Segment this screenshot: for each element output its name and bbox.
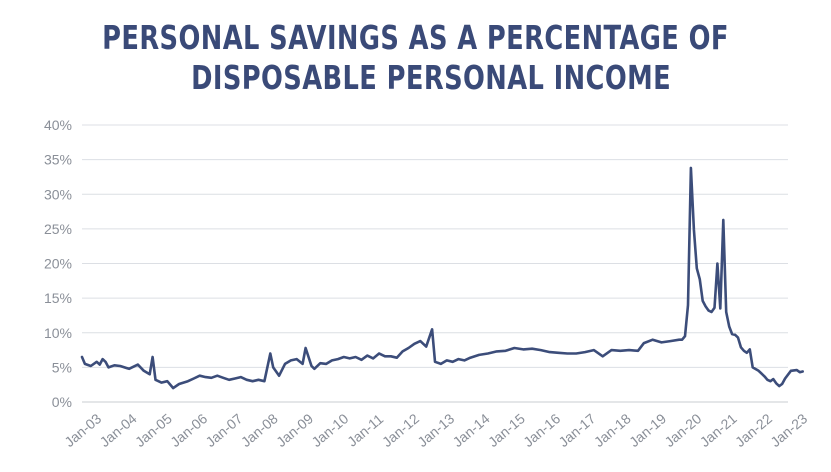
x-tick-label: Jan-06 [167, 410, 210, 450]
x-tick-label: Jan-19 [626, 410, 669, 450]
x-tick-label: Jan-08 [238, 410, 281, 450]
x-tick-label: Jan-10 [308, 410, 351, 450]
chart-title-line-2: DISPOSABLE PERSONAL INCOME [191, 58, 672, 97]
y-tick-label: 15% [44, 290, 72, 306]
x-tick-label: Jan-11 [344, 410, 386, 449]
y-tick-label: 40% [44, 117, 72, 133]
x-tick-label: Jan-09 [273, 410, 316, 450]
x-tick-label: Jan-03 [61, 410, 104, 450]
y-tick-label: 20% [44, 256, 72, 272]
savings-rate-series-line [80, 166, 804, 390]
x-axis-tick-labels: Jan-03Jan-04Jan-05Jan-06Jan-07Jan-08Jan-… [61, 410, 810, 450]
x-tick-label: Jan-15 [485, 410, 528, 450]
y-tick-label: 25% [44, 221, 72, 237]
y-tick-label: 0% [52, 394, 72, 410]
y-axis-tick-labels: 0% 5% 10% 15% 20% 25% 30% 35% 40% [44, 117, 72, 410]
x-tick-label: Jan-17 [555, 410, 598, 450]
chart-title: PERSONAL SAVINGS AS A PERCENTAGE OF DISP… [91, 18, 739, 98]
x-tick-label: Jan-14 [450, 410, 493, 450]
series-lines [80, 166, 804, 390]
x-tick-label: Jan-21 [697, 410, 740, 450]
x-tick-label: Jan-23 [767, 410, 810, 450]
gridlines [82, 124, 788, 403]
x-tick-label: Jan-18 [591, 410, 634, 450]
x-tick-label: Jan-04 [97, 410, 140, 450]
x-tick-label: Jan-20 [661, 410, 704, 450]
x-tick-label: Jan-16 [520, 410, 563, 450]
x-tick-label: Jan-22 [732, 410, 775, 450]
x-tick-label: Jan-05 [132, 410, 175, 450]
x-tick-label: Jan-13 [414, 410, 457, 450]
y-tick-label: 35% [44, 152, 72, 168]
y-tick-label: 10% [44, 325, 72, 341]
y-tick-label: 30% [44, 186, 72, 202]
x-tick-label: Jan-12 [379, 410, 422, 450]
chart-title-line-1: PERSONAL SAVINGS AS A PERCENTAGE OF [102, 18, 729, 57]
y-tick-label: 5% [52, 359, 72, 375]
x-tick-label: Jan-07 [202, 410, 245, 450]
